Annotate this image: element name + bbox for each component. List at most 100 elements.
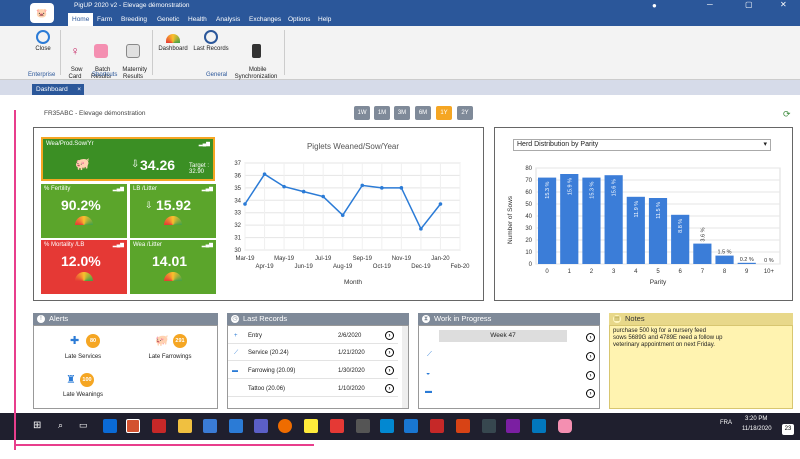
record-row[interactable]: ⟋ Service (20.24) 1/21/2020 › [228, 345, 398, 361]
windows-start-icon[interactable]: ⊞ [33, 420, 42, 431]
record-date: 1/10/2020 [338, 386, 365, 392]
app-icon[interactable] [330, 419, 344, 433]
record-row[interactable]: + Entry 2/6/2020 › [228, 328, 398, 344]
close-icon[interactable]: ✕ [780, 0, 787, 9]
app-icon[interactable] [482, 419, 496, 433]
period-6m[interactable]: 6M [415, 106, 431, 120]
x-tick-label: 6 [679, 269, 683, 275]
go-arrow-icon[interactable]: › [586, 371, 595, 380]
powerpoint-icon[interactable] [456, 419, 470, 433]
kpi-fertility[interactable]: % Fertility ▂▄▆ 90.2% [41, 184, 127, 238]
kpi-fertility-label: % Fertility [44, 186, 71, 192]
mail-icon[interactable] [229, 419, 243, 433]
last-records-card: + Entry 2/6/2020 › ⟋ Service (20.24) 1/2… [227, 325, 409, 409]
menu-genetic[interactable]: Genetic [157, 16, 180, 23]
go-arrow-icon[interactable]: › [586, 333, 595, 342]
last-records-button[interactable]: Last Records [192, 30, 230, 53]
go-arrow-icon[interactable]: › [385, 366, 394, 375]
close-enterprise-button[interactable]: Close [30, 30, 56, 53]
x-tick-label: Jan-20 [431, 256, 450, 262]
kpi-wea-litter[interactable]: Wea /Litter ▂▄▆ 14.01 [130, 240, 216, 294]
alert-late-services[interactable]: ✚ 80 Late Services [48, 332, 118, 364]
y-tick-label: 70 [525, 178, 532, 184]
task-view-icon[interactable]: ▭ [79, 420, 88, 430]
record-row[interactable]: ▬ Farrowing (20.09) 1/30/2020 › [228, 363, 398, 379]
bar [560, 174, 579, 264]
go-arrow-icon[interactable]: › [586, 389, 595, 398]
skype-icon[interactable] [380, 419, 394, 433]
menu-help[interactable]: Help [318, 16, 332, 23]
minimize-icon[interactable]: ─ [707, 0, 713, 9]
app-icon[interactable] [506, 419, 520, 433]
alert-late-weanings[interactable]: ♜ 100 Late Weanings [48, 370, 118, 402]
last-records-title: Last Records [243, 314, 288, 323]
go-arrow-icon[interactable]: › [385, 331, 394, 340]
signal-icon: ▂▄▆ [201, 242, 213, 248]
app-icon[interactable] [404, 419, 418, 433]
mobile-sync-button[interactable]: Mobile Synchronization [234, 30, 278, 81]
menu-analysis[interactable]: Analysis [216, 16, 241, 23]
menu-farm[interactable]: Farm [97, 16, 113, 23]
explorer-icon[interactable] [178, 419, 192, 433]
chart-type-select[interactable]: Herd Distribution by Parity ▾ [513, 139, 771, 151]
notification-count[interactable]: 23 [782, 424, 794, 435]
alerts-header: ! Alerts [33, 313, 218, 325]
period-1m[interactable]: 1M [374, 106, 390, 120]
tab-dashboard[interactable]: Dashboard × [32, 84, 84, 95]
period-1w[interactable]: 1W [354, 106, 370, 120]
search-icon[interactable]: ⌕ [58, 420, 64, 430]
period-2y[interactable]: 2Y [457, 106, 473, 120]
help-icon[interactable]: ● [652, 1, 657, 10]
edge-icon[interactable] [103, 419, 117, 433]
app-icon[interactable] [430, 419, 444, 433]
alert-late-farrowings[interactable]: 🐖 291 Late Farrowings [135, 332, 205, 364]
maximize-icon[interactable]: ▢ [745, 0, 753, 9]
acrobat-icon[interactable] [152, 419, 166, 433]
go-arrow-icon[interactable]: › [586, 352, 595, 361]
clock-date[interactable]: 11/18/2020 [742, 426, 772, 432]
period-1y[interactable]: 1Y [436, 106, 452, 120]
record-type: Farrowing (20.09) [248, 368, 296, 374]
maternity-results-button[interactable]: Maternity Results [118, 30, 148, 81]
menu-options[interactable]: Options [288, 16, 311, 23]
go-arrow-icon[interactable]: › [385, 384, 394, 393]
menu-health[interactable]: Health [188, 16, 207, 23]
x-tick-label: 2 [590, 269, 594, 275]
period-3m[interactable]: 3M [394, 106, 410, 120]
sow-icon: ▬ [425, 388, 432, 395]
data-point [360, 183, 365, 188]
tab-close-icon[interactable]: × [77, 86, 81, 93]
menu-exchanges[interactable]: Exchanges [249, 16, 282, 23]
kpi-wea-prod[interactable]: Wea/Prod.Sow/Yr ▂▄▆ 🐖 ⇩ 34.26 Target : 3… [41, 137, 215, 181]
firefox-icon[interactable] [278, 419, 292, 433]
chart-type-select-value: Herd Distribution by Parity [517, 141, 599, 148]
store-icon[interactable] [203, 419, 217, 433]
dashboard-button[interactable]: Dashboard [156, 30, 190, 53]
kpi-lb-litter[interactable]: LB /Litter ▂▄▆ ⇩ 15.92 [130, 184, 216, 238]
x-tick-label: 4 [634, 269, 638, 275]
record-row[interactable]: Tattoo (20.06) 1/10/2020 › [228, 381, 398, 397]
record-date: 1/30/2020 [338, 368, 365, 374]
outlook-icon[interactable] [126, 419, 140, 433]
menu-bar: Home Farm Breeding Genetic Health Analys… [0, 13, 800, 26]
teams-icon[interactable] [254, 419, 268, 433]
pigup-icon[interactable] [558, 419, 572, 433]
scrollbar[interactable] [402, 326, 408, 408]
app-icon[interactable] [532, 419, 546, 433]
menu-breeding[interactable]: Breeding [121, 16, 148, 23]
sow-card-button[interactable]: ♀ Sow Card [64, 30, 86, 81]
menu-home[interactable]: Home [68, 13, 94, 26]
bar-data-label: 15.6 % [612, 179, 618, 196]
last-records-label: Last Records [193, 46, 229, 52]
signal-icon: ▂▄▆ [201, 186, 213, 192]
kpi-mortality[interactable]: % Mortality /LB ▂▄▆ 12.0% [41, 240, 127, 294]
refresh-icon[interactable]: ⟳ [783, 109, 791, 119]
clock-time[interactable]: 3:20 PM [745, 416, 768, 422]
notes-text[interactable]: purchase 500 kg for a nursery feed sows … [609, 325, 793, 409]
calculator-icon[interactable] [356, 419, 370, 433]
sticky-notes-icon[interactable] [304, 419, 318, 433]
language-indicator[interactable]: FRA [720, 420, 732, 426]
alerts-card [33, 325, 218, 409]
go-arrow-icon[interactable]: › [385, 348, 394, 357]
batch-results-button[interactable]: Batch Results [88, 30, 114, 81]
